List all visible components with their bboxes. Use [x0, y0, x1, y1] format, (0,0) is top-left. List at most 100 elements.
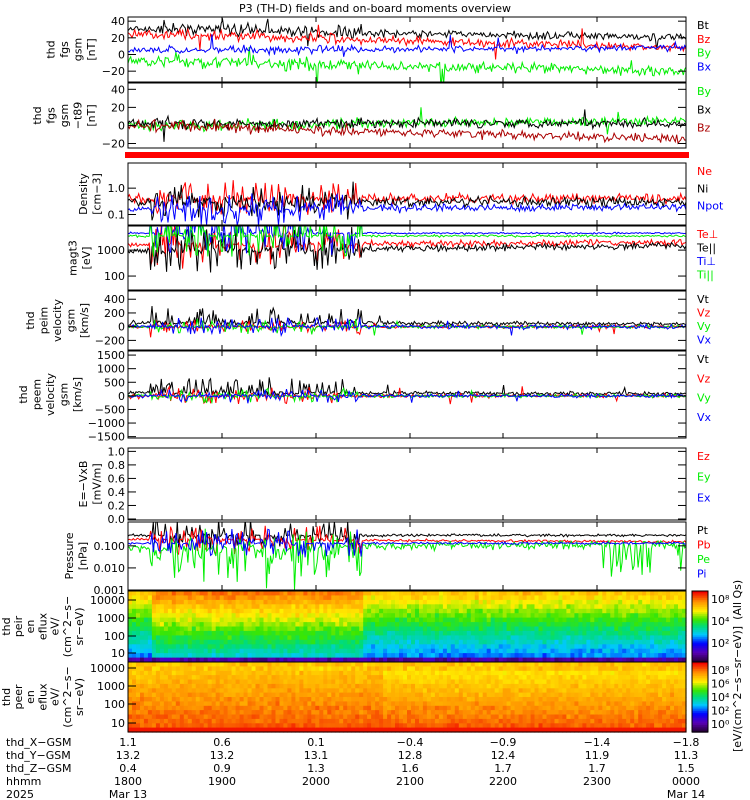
spectrogram-cell	[470, 670, 476, 676]
spectrogram-cell	[646, 727, 651, 733]
spectrogram-cell	[438, 683, 444, 689]
spectrogram-cell	[566, 648, 571, 654]
spectrogram-cell	[227, 639, 233, 645]
spectrogram-cell	[415, 653, 420, 659]
spectrogram-cell	[430, 705, 436, 711]
spectrogram-cell	[387, 635, 392, 641]
spectrogram-cell	[446, 688, 452, 694]
spectrogram-cell	[363, 653, 368, 659]
spectrogram-cell	[422, 617, 428, 623]
spectrogram-cell	[243, 617, 249, 623]
spectrogram-cell	[128, 630, 133, 636]
spectrogram-cell	[263, 705, 269, 711]
spectrogram-cell	[462, 644, 468, 650]
spectrogram-cell	[450, 595, 456, 601]
spectrogram-cell	[462, 630, 468, 636]
spectrogram-cell	[171, 635, 177, 641]
spectrogram-cell	[466, 617, 472, 623]
spectrogram-cell	[630, 718, 635, 724]
spectrogram-cell	[642, 662, 647, 667]
spectrogram-cell	[526, 723, 532, 729]
spectrogram-cell	[347, 701, 352, 707]
series-line-Pi	[128, 528, 686, 558]
spectrogram-cell	[646, 591, 651, 596]
spectrogram-cell	[442, 613, 448, 619]
spectrogram-cell	[207, 622, 213, 628]
spectrogram-cell	[259, 653, 265, 659]
spectrogram-cell	[215, 714, 221, 720]
spectrogram-cell	[243, 670, 249, 676]
spectrogram-cell	[614, 630, 619, 636]
spectrogram-cell	[594, 622, 599, 628]
spectrogram-cell	[458, 617, 464, 623]
spectrogram-cell	[514, 613, 520, 619]
spectrogram-cell	[490, 622, 496, 628]
spectrogram-cell	[199, 666, 205, 672]
spectrogram-cell	[363, 688, 368, 694]
spectrogram-cell	[287, 675, 292, 681]
spectrogram-cell	[151, 604, 157, 610]
spectrogram-cell	[243, 679, 249, 685]
spectrogram-cell	[514, 662, 520, 667]
spectrogram-cell	[339, 723, 344, 729]
spectrogram-cell	[251, 670, 257, 676]
spectrogram-cell	[458, 653, 464, 659]
spectrogram-cell	[247, 662, 253, 667]
spectrogram-cell	[542, 608, 548, 614]
spectrogram-cell	[191, 670, 197, 676]
colorbar-cell	[692, 607, 708, 610]
spectrogram-cell	[219, 635, 225, 641]
spectrogram-cell	[546, 710, 552, 716]
spectrogram-cell	[566, 718, 571, 724]
spectrogram-cell	[502, 644, 508, 650]
spectrogram-cell	[570, 604, 575, 610]
spectrogram-cell	[299, 617, 304, 623]
spectrogram-cell	[666, 697, 671, 702]
spectrogram-cell	[594, 630, 599, 636]
spectrogram-cell	[462, 613, 468, 619]
spectrogram-cell	[367, 595, 372, 601]
spectrogram-cell	[434, 657, 440, 663]
spectrogram-cell	[383, 692, 388, 698]
spectrogram-cell	[187, 635, 193, 641]
spectrogram-cell	[291, 710, 296, 716]
spectrogram-cell	[446, 622, 452, 628]
spectrogram-cell	[128, 622, 133, 628]
spectrogram-cell	[602, 718, 607, 724]
spectrogram-cell	[179, 657, 185, 663]
spectrogram-cell	[642, 683, 647, 689]
spectrogram-cell	[351, 639, 356, 645]
spectrogram-cell	[203, 653, 209, 659]
spectrogram-cell	[518, 662, 524, 667]
spectrogram-cell	[618, 653, 623, 659]
colorbar-cell	[692, 658, 708, 661]
spectrogram-cell	[155, 679, 161, 685]
spectrogram-cell	[359, 662, 364, 667]
spectrogram-cell	[478, 723, 484, 729]
spectrogram-cell	[411, 666, 416, 672]
spectrogram-cell	[498, 662, 504, 667]
spectrogram-cell	[546, 653, 552, 659]
spectrogram-cell	[367, 710, 372, 716]
spectrogram-cell	[319, 613, 324, 619]
spectrogram-cell	[510, 644, 516, 650]
spectrogram-cell	[606, 626, 611, 632]
spectrogram-cell	[650, 630, 655, 636]
spectrogram-cell	[486, 701, 492, 707]
spectrogram-cell	[486, 688, 492, 694]
spectrogram-cell	[387, 599, 392, 605]
spectrogram-cell	[526, 710, 532, 716]
spectrogram-cell	[558, 648, 564, 654]
spectrogram-cell	[419, 701, 424, 707]
spectrogram-cell	[630, 683, 635, 689]
spectrogram-cell	[375, 644, 380, 650]
spectrogram-cell	[323, 670, 328, 676]
y-tick-label: 100	[104, 698, 125, 711]
spectrogram-cell	[267, 599, 273, 605]
spectrogram-cell	[522, 644, 528, 650]
spectrogram-cell	[650, 688, 655, 694]
spectrogram-cell	[319, 591, 324, 596]
spectrogram-cell	[458, 657, 464, 663]
spectrogram-cell	[666, 688, 671, 694]
